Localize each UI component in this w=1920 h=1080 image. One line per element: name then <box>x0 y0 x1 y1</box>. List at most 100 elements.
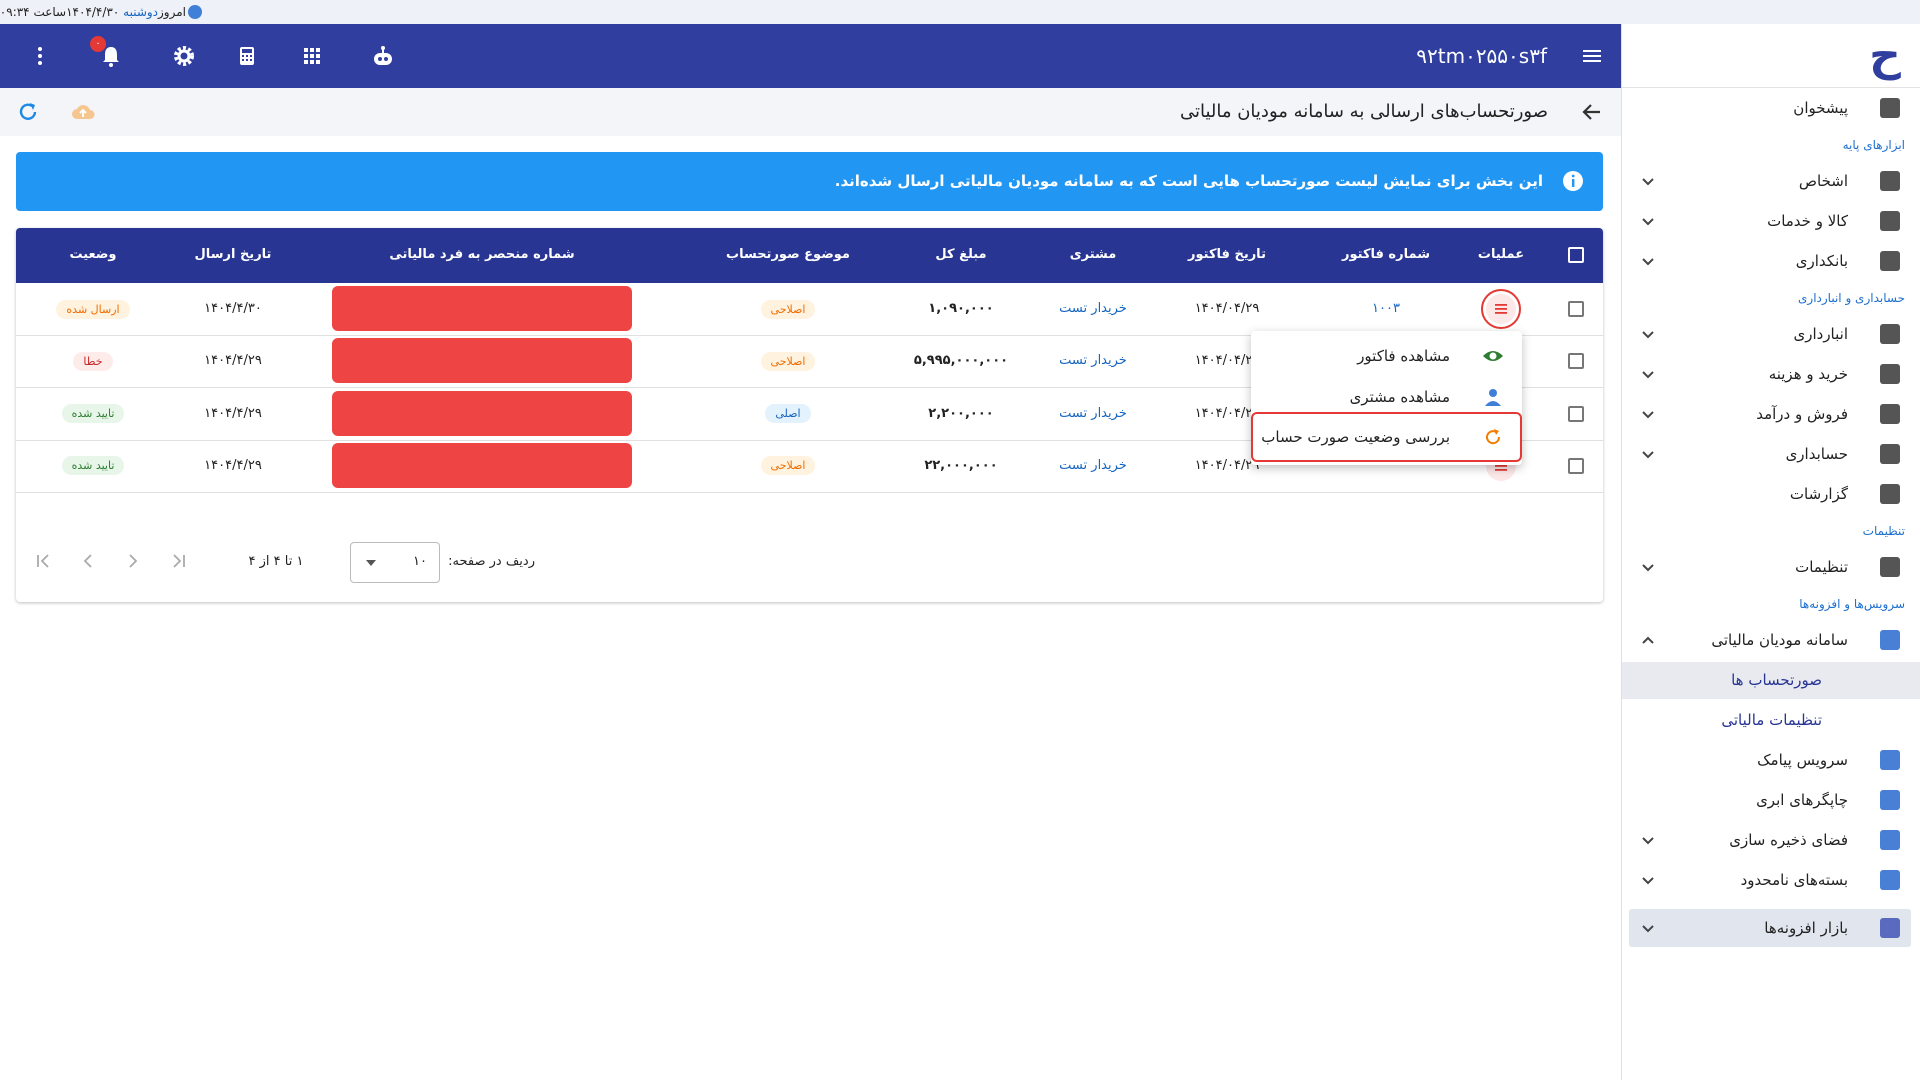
status-tag: تایید شده <box>33 454 153 478</box>
nav-item[interactable]: سامانه مودیان مالیاتی <box>1711 631 1848 649</box>
nav-subitem[interactable]: صورتحساب ها <box>1731 671 1822 689</box>
more-button[interactable] <box>28 44 52 68</box>
invoice-date: ۱۴۰۴/۰۴/۲۹ <box>1194 405 1260 421</box>
calculator-button[interactable] <box>235 44 259 68</box>
customer: خریدار تست <box>1059 457 1127 473</box>
back-button[interactable] <box>1580 100 1604 124</box>
customer: خریدار تست <box>1059 301 1127 316</box>
row-checkbox[interactable] <box>1568 457 1584 474</box>
subject-chip: اصلاحی <box>760 299 816 319</box>
nav-subitem[interactable]: تنظیمات مالیاتی <box>1721 711 1822 729</box>
column-header: مشتری <box>1069 247 1117 262</box>
customer: خریدار تست <box>1059 353 1127 369</box>
nav-item[interactable]: خرید و هزینه <box>1768 365 1848 383</box>
next-page-button[interactable] <box>124 552 142 570</box>
row-divider <box>16 335 1603 336</box>
status-chip: ارسال شده <box>56 299 130 319</box>
last-page-button[interactable] <box>170 552 188 570</box>
nav-item[interactable]: فضای ذخیره سازی <box>1729 831 1848 849</box>
nav-item[interactable]: اشخاص <box>1798 172 1848 190</box>
notification-badge: ۰ <box>90 36 106 52</box>
total: ۵,۹۹۵,۰۰۰,۰۰۰ <box>913 353 1009 369</box>
select-arrow <box>366 560 376 566</box>
column-header: تاریخ فاکتور <box>1188 247 1266 262</box>
rows-per-page-select[interactable] <box>350 542 440 583</box>
nav-icon <box>1880 484 1900 504</box>
nav-icon <box>1880 324 1900 344</box>
logo[interactable]: ح <box>1869 30 1901 81</box>
nav-icon <box>1880 918 1900 938</box>
invoice-date: ۱۴۰۴/۰۴/۲۹ <box>1194 301 1260 316</box>
table-header <box>16 228 1603 283</box>
status-tag: خطا <box>33 349 153 373</box>
nav-chevron <box>1641 633 1655 647</box>
nav-icon <box>1880 870 1900 890</box>
nav-item[interactable]: بانکداری <box>1795 252 1848 270</box>
refresh-button[interactable] <box>16 100 40 124</box>
nav-icon <box>1880 404 1900 424</box>
nav-item[interactable]: گزارشات <box>1789 485 1848 503</box>
boxed-item-bg <box>1629 909 1911 947</box>
assistant-button[interactable] <box>371 44 395 68</box>
nav-item[interactable]: حسابداری <box>1785 445 1848 463</box>
subject-chip: اصلاحی <box>760 351 816 371</box>
row-checkbox[interactable] <box>1568 405 1584 422</box>
notifications-button[interactable] <box>99 44 123 68</box>
status-tag: ارسال شده <box>33 297 153 321</box>
prev-page-button[interactable] <box>79 552 97 570</box>
nav-chevron <box>1641 407 1655 421</box>
nav-item[interactable]: بسته‌های نامحدود <box>1740 871 1848 889</box>
nav-chevron <box>1641 560 1655 574</box>
nav-section: تنظیمات <box>1862 524 1905 538</box>
nav-icon <box>1880 750 1900 770</box>
subject-tag: اصلاحی <box>728 297 848 321</box>
nav-item[interactable]: فروش و درآمد <box>1756 405 1848 423</box>
nav-item[interactable]: کالا و خدمات <box>1767 212 1848 230</box>
nav-item[interactable]: انبارداری <box>1793 325 1848 343</box>
column-header: موضوع صورتحساب <box>726 247 850 262</box>
status-chip: خطا <box>73 351 113 371</box>
upload-button[interactable] <box>70 100 96 124</box>
nav-item[interactable]: بازار افزونه‌ها <box>1764 919 1848 937</box>
page-range: ۱ تا ۴ از ۴ <box>248 554 304 569</box>
sent-date: ۱۴۰۴/۴/۲۹ <box>204 457 262 473</box>
menu-item[interactable]: مشاهده فاکتور <box>1357 347 1450 365</box>
nav-item[interactable]: پیشخوان <box>1793 99 1848 117</box>
column-header: عملیات <box>1477 247 1525 262</box>
status-bar <box>0 0 1920 25</box>
nav-icon <box>1880 790 1900 810</box>
nav-chevron <box>1641 921 1655 935</box>
nav-icon <box>1880 171 1900 191</box>
top-bar <box>0 24 1621 88</box>
row-checkbox[interactable] <box>1568 301 1584 317</box>
nav-chevron <box>1641 254 1655 268</box>
menu-item-icon <box>1482 386 1504 408</box>
menu-item-icon <box>1482 426 1504 448</box>
invoice-date: ۱۴۰۴/۰۴/۲۹ <box>1194 353 1260 369</box>
row-divider <box>16 439 1603 441</box>
select-all-checkbox[interactable] <box>1568 247 1584 263</box>
invoice-number: ۱۰۰۳ <box>1372 301 1400 316</box>
column-header: شماره فاکتور <box>1342 247 1430 262</box>
nav-chevron <box>1641 833 1655 847</box>
action-button[interactable] <box>1486 294 1516 324</box>
time-label: ساعت <box>33 5 67 19</box>
active-item-bg <box>1622 662 1920 699</box>
menu-item-icon <box>1482 345 1504 367</box>
apps-button[interactable] <box>300 44 324 68</box>
settings-button[interactable] <box>172 44 196 68</box>
subject-chip: اصلاحی <box>760 456 816 476</box>
status-text: امروزدوشنبه ۱۴۰۴/۴/۳۰ساعت ۰۹:۳۴ <box>0 4 186 20</box>
nav-chevron <box>1641 214 1655 228</box>
nav-chevron <box>1641 447 1655 461</box>
nav-item[interactable]: تنظیمات <box>1795 558 1848 576</box>
nav-item[interactable]: سرویس پیامک <box>1757 751 1848 769</box>
menu-toggle[interactable] <box>1580 44 1604 68</box>
menu-item[interactable]: بررسی وضعیت صورت حساب <box>1261 428 1450 446</box>
total: ۱,۰۹۰,۰۰۰ <box>928 301 994 316</box>
row-checkbox[interactable] <box>1568 353 1584 370</box>
menu-item[interactable]: مشاهده مشتری <box>1349 387 1450 406</box>
subject-tag: اصلی <box>728 402 848 426</box>
first-page-button[interactable] <box>34 552 52 570</box>
nav-item[interactable]: چاپگرهای ابری <box>1756 791 1848 809</box>
